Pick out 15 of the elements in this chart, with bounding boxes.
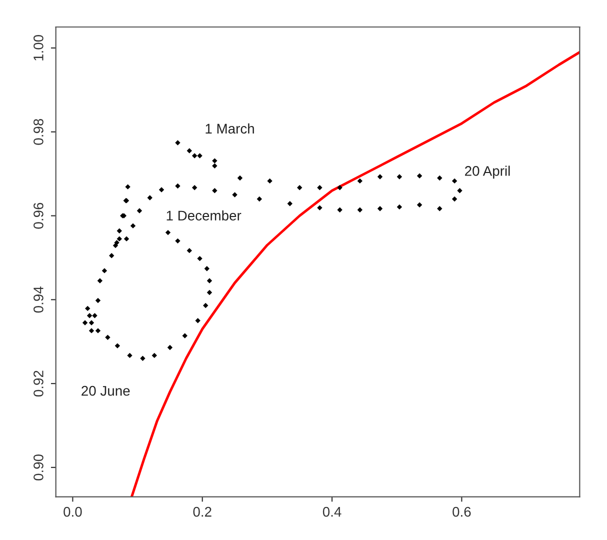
line-series	[130, 50, 580, 497]
annotation: 20 June	[82, 386, 130, 396]
x-tick-label: 0.4	[322, 506, 342, 517]
annotation: 20 April	[465, 166, 510, 179]
annotation: 1 March	[206, 123, 254, 134]
x-tick-label: 0.2	[193, 506, 212, 517]
y-tick-label: 0.96	[34, 202, 44, 229]
y-tick-label: 0.90	[34, 454, 44, 480]
annotation: 1 December	[166, 210, 242, 221]
y-tick-label: 0.98	[34, 118, 44, 145]
x-tick-label: 0.6	[452, 506, 471, 517]
y-tick-label: 1.00	[34, 35, 44, 60]
y-tick-label: 0.92	[34, 370, 44, 397]
y-tick-label: 0.94	[34, 286, 44, 313]
x-tick-label: 0.0	[64, 506, 82, 517]
